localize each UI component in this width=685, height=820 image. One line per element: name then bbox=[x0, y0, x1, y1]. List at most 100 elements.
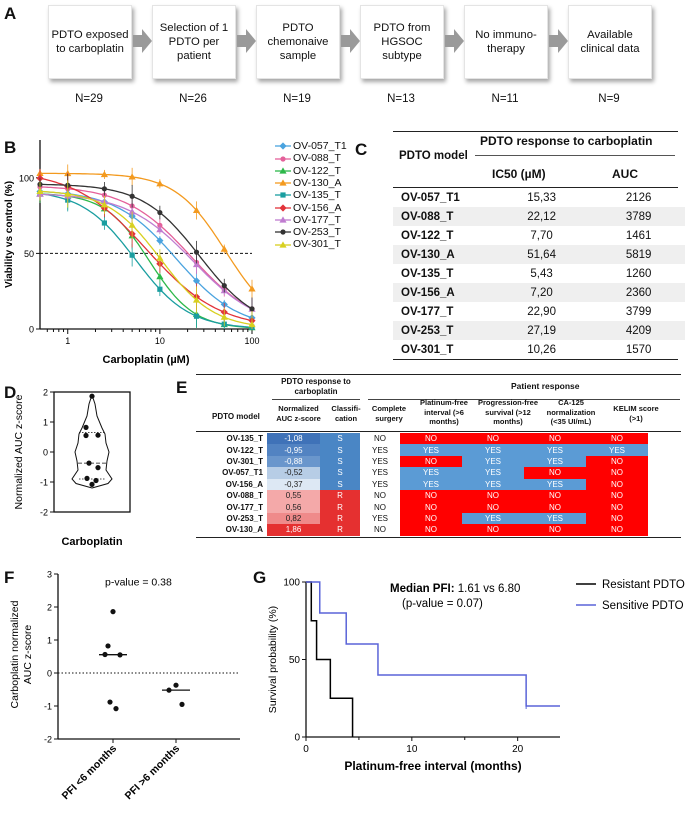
table-cell: YES bbox=[371, 513, 388, 523]
flow-arrow-4 bbox=[445, 35, 454, 47]
data-point bbox=[220, 313, 228, 320]
table-row: OV-156_A 7,20 2360 bbox=[393, 283, 685, 302]
y-axis-label-line2: AUC z-score bbox=[22, 625, 34, 685]
y-tick-label: -2 bbox=[44, 735, 52, 745]
data-point bbox=[280, 192, 286, 199]
table-c-col-model: PDTO model bbox=[399, 150, 468, 162]
table-cell: 0,56 bbox=[267, 501, 320, 513]
table-c-title: PDTO response to carboplatin bbox=[480, 134, 653, 148]
data-point bbox=[192, 277, 201, 285]
data-point bbox=[221, 283, 227, 289]
table-cell: 5,43 bbox=[530, 267, 553, 280]
table-cell: R bbox=[320, 524, 360, 536]
y-tick-label: 1 bbox=[43, 418, 48, 428]
data-point bbox=[157, 286, 163, 292]
table-row: OV-088_T 0,55 R NO NO NO NO NO bbox=[196, 489, 648, 502]
table-cell: OV-253_T bbox=[226, 513, 263, 523]
data-point bbox=[113, 706, 119, 712]
x-axis-label: Carboplatin bbox=[61, 536, 122, 548]
table-cell: YES bbox=[524, 512, 586, 525]
y-tick-label: 0 bbox=[294, 733, 300, 744]
flow-step-1: PDTO exposed to carboplatin bbox=[48, 5, 132, 79]
x-tick-label: 100 bbox=[244, 336, 259, 346]
series-curve-OV-177_T bbox=[39, 193, 253, 310]
data-point bbox=[193, 313, 200, 319]
legend-label: OV-301_T bbox=[293, 238, 341, 251]
p-value-label: p-value = 0.38 bbox=[105, 577, 172, 589]
table-e-head-response: PDTO response to carboplatin bbox=[281, 377, 351, 396]
median-pfi-text: Median PFI: 1.61 vs 6.80 bbox=[390, 583, 520, 595]
dose-response-chart: 0 50 100 1 10 100 Viability vs control (%) Carb… bbox=[4, 140, 260, 366]
data-point bbox=[128, 208, 136, 215]
table-cell: OV-177_T bbox=[226, 502, 263, 512]
legend-label: OV-177_T bbox=[293, 213, 341, 226]
legend-item: OV-301_T bbox=[275, 238, 341, 250]
table-cell: YES bbox=[400, 444, 462, 456]
legend-label: OV-130_A bbox=[293, 176, 342, 189]
y-tick-label: 100 bbox=[19, 173, 34, 183]
data-point bbox=[117, 652, 123, 658]
legend-label: OV-253_T bbox=[293, 226, 341, 239]
y-tick-label: 50 bbox=[24, 249, 34, 259]
table-cell: YES bbox=[462, 478, 524, 490]
table-cell: 3799 bbox=[625, 305, 652, 318]
table-cell: 51,64 bbox=[490, 245, 593, 264]
data-point bbox=[93, 477, 99, 484]
table-cell: NO bbox=[586, 467, 648, 479]
legend-item: OV-253_T bbox=[275, 226, 341, 238]
violin-chart: -2 -1 0 1 2 Normalized AUC z-score Carboplatin bbox=[13, 388, 131, 548]
table-cell: 27,19 bbox=[490, 321, 593, 340]
data-point bbox=[89, 481, 95, 487]
table-cell: 3789 bbox=[592, 207, 685, 226]
table-row: OV-057_T1 15,33 2126 bbox=[393, 188, 685, 207]
table-e-rule-patient bbox=[368, 399, 680, 400]
table-row: OV-253_T 27,19 4209 bbox=[393, 321, 685, 340]
table-cell: -0,88 bbox=[267, 455, 320, 468]
panel-label-f: F bbox=[4, 568, 15, 587]
data-point bbox=[248, 285, 256, 292]
table-cell: OV-135_T bbox=[226, 434, 263, 444]
panel-label-e: E bbox=[176, 378, 188, 397]
table-cell: YES bbox=[524, 478, 586, 490]
table-cell: NO bbox=[524, 524, 586, 536]
table-cell: -0,52 bbox=[267, 467, 320, 479]
table-cell: 7,20 bbox=[490, 283, 593, 302]
table-cell: NO bbox=[400, 512, 462, 525]
flow-n-4: N=13 bbox=[387, 93, 415, 105]
table-cell: 10,26 bbox=[527, 343, 556, 356]
legend-label: OV-057_T1 bbox=[293, 140, 347, 152]
table-e-bottom-rule bbox=[196, 537, 681, 538]
survival-chart: 0 50 100 0 10 20 Survival probability (%) Plati… bbox=[267, 578, 685, 774]
legend-item: OV-122_T bbox=[275, 165, 341, 177]
table-row: OV-088_T 22,12 3789 bbox=[393, 207, 685, 226]
panel-label-c: C bbox=[355, 140, 368, 159]
violin-outline bbox=[71, 393, 113, 489]
table-cell: OV-177_T bbox=[401, 305, 454, 318]
table-cell: YES bbox=[524, 444, 586, 456]
table-cell: YES bbox=[400, 467, 462, 479]
flow-arrow-head-3 bbox=[350, 29, 360, 53]
table-cell: NO bbox=[400, 433, 462, 445]
legend-marker bbox=[275, 179, 291, 186]
table-cell: NO bbox=[400, 501, 462, 513]
panel-label-g: G bbox=[253, 568, 267, 587]
plot-frame bbox=[53, 391, 131, 513]
table-cell: OV-130_A bbox=[225, 525, 263, 535]
table-cell: NO bbox=[524, 501, 586, 513]
data-point bbox=[279, 142, 287, 150]
table-cell: NO bbox=[400, 489, 462, 502]
data-point bbox=[156, 254, 164, 261]
table-cell: NO bbox=[586, 524, 648, 536]
legend-item: OV-156_A bbox=[275, 202, 341, 214]
x-tick-label: PFI <6 months bbox=[60, 743, 120, 803]
flow-arrow-3 bbox=[341, 35, 350, 47]
table-cell: S bbox=[320, 455, 360, 468]
legend-label-sensitive: Sensitive PDTO bbox=[602, 600, 684, 612]
data-point bbox=[84, 475, 90, 481]
y-tick-label: 0 bbox=[47, 669, 52, 679]
table-cell: NO bbox=[586, 512, 648, 525]
data-point bbox=[193, 249, 200, 255]
y-tick-label: -1 bbox=[40, 478, 48, 488]
table-cell: R bbox=[320, 501, 360, 513]
table-cell: 0,55 bbox=[267, 489, 320, 502]
